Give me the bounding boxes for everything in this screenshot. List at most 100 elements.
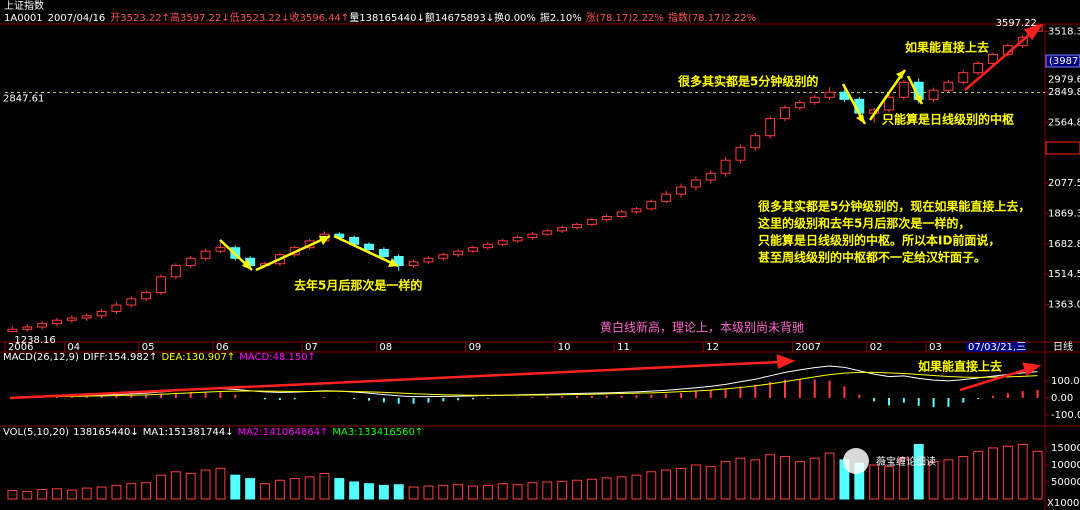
volume-bar: [260, 483, 270, 500]
volume-bar: [304, 476, 315, 500]
volume-bar: [349, 481, 360, 500]
watermark: 薇宝缠论细读: [876, 455, 936, 468]
candle-body: [705, 172, 716, 181]
y-tick-label: 50000: [1051, 477, 1080, 488]
volume-bar: [869, 464, 880, 500]
count-tag: (3987): [1049, 56, 1080, 67]
volume-bar: [468, 485, 478, 500]
index-change: 指数(78.17)2.22%: [668, 11, 756, 24]
x-tick-label: 12: [706, 342, 719, 353]
reference-label: 2847.61: [3, 93, 44, 104]
volume-bar: [735, 457, 746, 500]
volume-bar: [943, 459, 954, 500]
candle-body: [735, 147, 746, 161]
y-tick-label: 0.00: [1051, 393, 1073, 404]
volume-bar: [765, 454, 776, 500]
macd-params: MACD(26,12,9): [3, 352, 79, 363]
volume-bar: [230, 474, 241, 500]
volume-bar: [408, 486, 419, 500]
price-tag-box: [1045, 141, 1080, 155]
open: 开3523.22↑: [110, 13, 170, 24]
turnover: 换0.00%: [494, 11, 536, 24]
volume-bar: [586, 478, 597, 500]
y-tick-label: 2077.5: [1048, 178, 1080, 189]
candle-body: [765, 118, 776, 137]
candle-body: [750, 135, 761, 149]
y-tick-label: 100.00: [1051, 376, 1080, 387]
candle-body: [616, 211, 627, 218]
low-label: 1238.16: [14, 335, 55, 346]
y-tick-label: 2849.8: [1048, 87, 1080, 98]
arrow-heads: [242, 70, 922, 270]
dea-value: DEA:130.907↑: [161, 352, 235, 363]
volume-bar: [319, 472, 330, 500]
ma3: MA3:133416560↑: [332, 427, 423, 438]
candle-body: [958, 72, 969, 83]
cursor-date-bg: [966, 342, 1026, 352]
volume-bar: [497, 483, 508, 500]
x-tick-label: 06: [216, 342, 229, 353]
candle-body: [111, 304, 122, 312]
volume-bar: [96, 486, 107, 500]
volume-bar: [364, 483, 374, 500]
candle-body: [809, 96, 820, 103]
volume-bar: [393, 484, 404, 500]
candle-body: [482, 243, 493, 249]
arrow-head: [896, 70, 905, 79]
note: 这里的级别和去年5月后那次是一样的，: [758, 216, 970, 231]
arrow-head: [242, 259, 252, 270]
vol-unit: X10000: [1047, 498, 1080, 509]
volume-bar: [988, 447, 998, 500]
volume-bar: [646, 471, 657, 500]
volume-bar: [1002, 445, 1013, 500]
arrow: [333, 234, 399, 268]
arrow-head: [1022, 362, 1042, 377]
high: 高3597.22↓: [170, 11, 230, 24]
volume-bar: [884, 466, 894, 500]
x-tick-label: 03: [929, 342, 942, 353]
candle-body: [170, 265, 181, 278]
volume-bar: [572, 479, 582, 500]
volume-bar: [37, 488, 48, 500]
volume-bar: [141, 482, 152, 500]
volume-bar: [126, 483, 137, 500]
cursor-date: 07/03/21,三: [968, 342, 1026, 353]
volume-bar: [482, 484, 493, 500]
volume-bar: [720, 461, 731, 500]
candle-body: [22, 326, 33, 330]
info-bar: 1A0001 2007/04/16 开3523.22↑高3597.22↓低3523.…: [4, 11, 756, 24]
note: 甚至周线级别的中枢都不一定给汉奸面子。: [758, 250, 986, 265]
candle-body: [780, 107, 790, 120]
y-tick-label: 1682.8: [1048, 239, 1080, 250]
volume: 量138165440↓: [349, 12, 425, 24]
candle-body: [586, 219, 597, 225]
candle-body: [557, 227, 568, 232]
candle-body: [631, 208, 642, 213]
candle-body: [96, 310, 107, 317]
candle-body: [156, 276, 166, 294]
candle-body: [52, 319, 62, 325]
x-tick-label: 02: [870, 342, 883, 353]
x-tick-label: 07: [305, 342, 318, 353]
volume-bar: [52, 488, 62, 500]
candle-body: [676, 186, 686, 195]
candle-body: [720, 159, 731, 174]
candle-body: [794, 101, 805, 109]
note: 很多其实都是5分钟级别的: [677, 74, 818, 89]
volume-bar: [378, 484, 389, 500]
volume-bar: [274, 479, 285, 500]
watermark-icon: [843, 448, 869, 474]
volume-bar: [438, 484, 449, 500]
x-tick-label: 2007: [795, 342, 820, 353]
volume-bar: [111, 484, 122, 500]
amplitude: 振2.10%: [540, 11, 582, 24]
candle-body: [438, 254, 449, 259]
x-tick-label: 2006: [8, 342, 33, 353]
arrow: [964, 33, 1031, 91]
volume-bar: [928, 461, 939, 500]
candle-body: [988, 53, 998, 64]
candle-body: [66, 317, 77, 321]
y-tick-label: 1514.5: [1048, 269, 1080, 280]
macd-value: MACD:48.150↑: [239, 352, 316, 363]
arrow-head: [856, 114, 865, 124]
